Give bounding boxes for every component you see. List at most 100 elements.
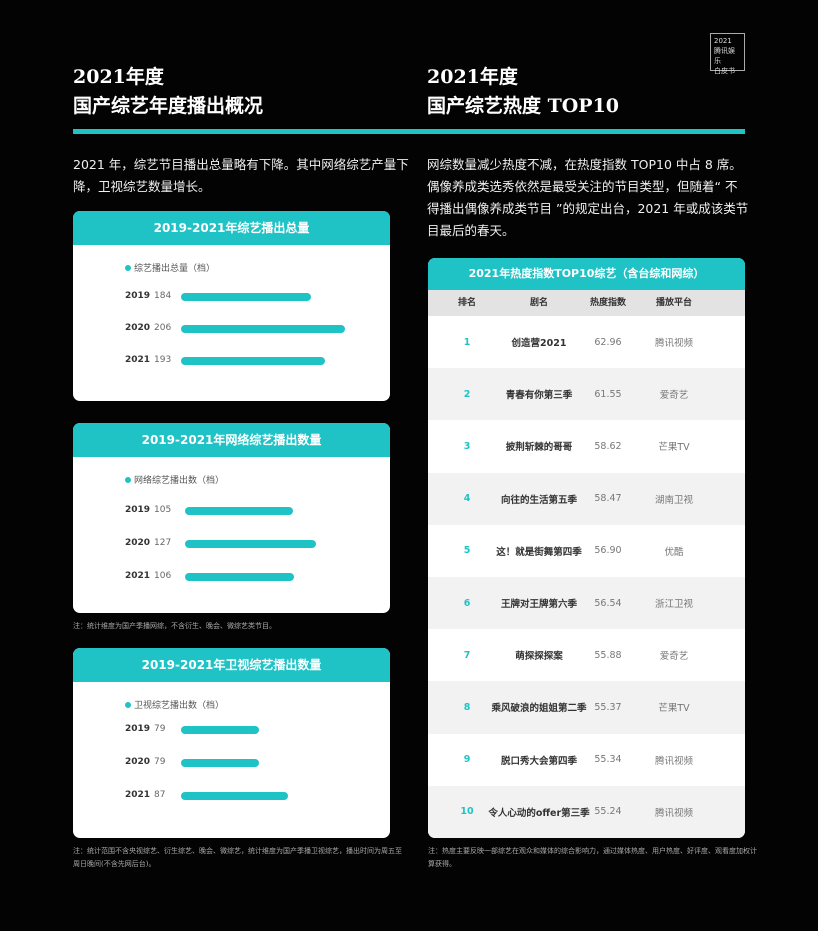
badge-line: 白皮书 <box>714 67 735 75</box>
top10-table: 2021年热度指数TOP10综艺（含台综和网综） 排名 剧名 热度指数 播放平台… <box>428 258 745 838</box>
score: 61.55 <box>594 388 622 400</box>
table-row: 6 王牌对王牌第六季 56.54 浙江卫视 <box>428 576 745 630</box>
report-badge: 2021 腾讯娱乐 白皮书 <box>710 33 745 75</box>
right-title: 2021年度 国产综艺热度 TOP10 <box>427 63 619 121</box>
value-label: 206 <box>154 323 172 333</box>
legend-dot-icon <box>125 702 131 708</box>
chart-note: 注：统计范围不含央视综艺、衍生综艺、晚会、微综艺，统计维度为国产季播卫视综艺，播… <box>73 847 402 868</box>
rank: 6 <box>463 597 471 609</box>
bar-row: 2020 79 <box>125 757 385 769</box>
show-name: 向往的生活第五季 <box>501 494 578 506</box>
bar <box>181 325 346 333</box>
col-name: 剧名 <box>529 298 548 308</box>
right-title-line1: 2021年度 <box>427 66 518 88</box>
right-title-line2: 国产综艺热度 TOP10 <box>427 95 620 117</box>
badge-line: 2021 <box>714 37 732 45</box>
legend-dot-icon <box>125 265 131 271</box>
platform: 芒果TV <box>658 442 690 454</box>
year-label: 2019 <box>125 724 151 734</box>
year-label: 2020 <box>125 757 151 767</box>
rank: 1 <box>463 336 471 348</box>
value-label: 87 <box>154 790 166 800</box>
year-label: 2021 <box>125 790 151 800</box>
bar-row: 2019 184 <box>125 291 385 303</box>
platform: 爱奇艺 <box>659 390 689 402</box>
rank: 8 <box>463 701 471 713</box>
score: 62.96 <box>594 336 622 348</box>
show-name: 令人心动的offer第三季 <box>488 807 590 819</box>
chart-title: 2019-2021年网络综艺播出数量 <box>73 423 390 457</box>
table-row: 10 令人心动的offer第三季 55.24 腾讯视频 <box>428 785 745 838</box>
legend-dot-icon <box>125 477 131 483</box>
table-row: 3 披荆斩棘的哥哥 58.62 芒果TV <box>428 420 745 472</box>
chart-title: 2019-2021年卫视综艺播出数量 <box>73 648 390 682</box>
platform: 浙江卫视 <box>654 599 693 611</box>
rank: 2 <box>463 388 471 400</box>
chart-legend: 网络综艺播出数（档） <box>125 473 224 486</box>
bar-row: 2021 87 <box>125 790 385 802</box>
chart-card: 2019-2021年卫视综艺播出数量 卫视综艺播出数（档） 2019 79 20… <box>73 648 390 838</box>
table-note: 注：热度主要反映一部综艺在观众和媒体的综合影响力，通过媒体热度、用户热度、好评度… <box>428 847 757 868</box>
value-label: 193 <box>154 355 172 365</box>
table-header: 排名 剧名 热度指数 播放平台 <box>428 290 745 316</box>
value-label: 105 <box>154 505 172 515</box>
right-intro: 网综数量减少热度不减，在热度指数 TOP10 中占 8 席。偶像养成类选秀依然是… <box>427 157 749 238</box>
left-intro: 2021 年，综艺节目播出总量略有下降。其中网络综艺产量下降，卫视综艺数量增长。 <box>73 157 409 194</box>
table-row: 1 创造营2021 62.96 腾讯视频 <box>428 316 745 368</box>
year-label: 2020 <box>125 323 151 333</box>
value-label: 79 <box>154 757 166 767</box>
legend-label: 卫视综艺播出数（档） <box>134 701 225 711</box>
table-row: 9 脱口秀大会第四季 55.34 腾讯视频 <box>428 734 745 786</box>
bar-row: 2021 106 <box>125 571 385 583</box>
table-row: 8 乘风破浪的姐姐第二季 55.37 芒果TV <box>428 681 745 734</box>
platform: 腾讯视频 <box>654 755 693 767</box>
bar <box>181 357 326 365</box>
legend-label: 综艺播出总量（档） <box>134 264 216 274</box>
table-row: 5 这！就是街舞第四季 56.90 优酷 <box>428 525 745 577</box>
left-title: 2021年度 国产综艺年度播出概况 <box>73 63 263 121</box>
value-label: 106 <box>154 571 172 581</box>
badge-line: 腾讯娱乐 <box>714 47 735 65</box>
bar <box>181 726 259 734</box>
platform: 腾讯视频 <box>654 338 693 350</box>
col-rank: 排名 <box>457 298 476 308</box>
table-row: 4 向往的生活第五季 58.47 湖南卫视 <box>428 472 745 525</box>
rank: 4 <box>463 493 471 505</box>
chart-legend: 卫视综艺播出数（档） <box>125 698 224 711</box>
platform: 优酷 <box>664 546 684 558</box>
score: 55.37 <box>594 701 622 713</box>
year-label: 2019 <box>125 291 151 301</box>
rank: 10 <box>460 806 474 818</box>
score: 56.54 <box>594 597 622 609</box>
bar-row: 2020 127 <box>125 538 385 550</box>
year-label: 2019 <box>125 505 151 515</box>
chart-note: 注：统计维度为国产季播网综，不含衍生、晚会、微综艺类节目。 <box>73 622 276 630</box>
year-label: 2021 <box>125 571 151 581</box>
bar <box>181 759 259 767</box>
rank: 7 <box>463 649 471 661</box>
bar <box>185 540 316 548</box>
score: 58.47 <box>594 493 622 505</box>
rank: 9 <box>463 754 471 766</box>
legend-label: 网络综艺播出数（档） <box>134 476 225 486</box>
show-name: 披荆斩棘的哥哥 <box>505 442 573 454</box>
score: 55.24 <box>594 806 622 818</box>
rank: 5 <box>463 545 471 557</box>
year-label: 2021 <box>125 355 151 365</box>
left-title-line2: 国产综艺年度播出概况 <box>73 95 264 117</box>
table-row: 2 青春有你第三季 61.55 爱奇艺 <box>428 368 745 421</box>
bar-row: 2019 105 <box>125 505 385 517</box>
divider <box>73 129 745 134</box>
bar-row: 2019 79 <box>125 724 385 736</box>
score: 55.88 <box>594 649 622 661</box>
platform: 芒果TV <box>658 703 690 715</box>
score: 55.34 <box>594 754 622 766</box>
chart-card: 2019-2021年综艺播出总量 综艺播出总量（档） 2019 184 2020… <box>73 211 390 401</box>
bar <box>181 293 312 301</box>
value-label: 79 <box>154 724 166 734</box>
score: 58.62 <box>594 440 622 452</box>
chart-card: 2019-2021年网络综艺播出数量 网络综艺播出数（档） 2019 105 2… <box>73 423 390 613</box>
col-score: 热度指数 <box>589 298 626 308</box>
bar-row: 2021 193 <box>125 355 385 367</box>
chart-legend: 综艺播出总量（档） <box>125 261 215 274</box>
